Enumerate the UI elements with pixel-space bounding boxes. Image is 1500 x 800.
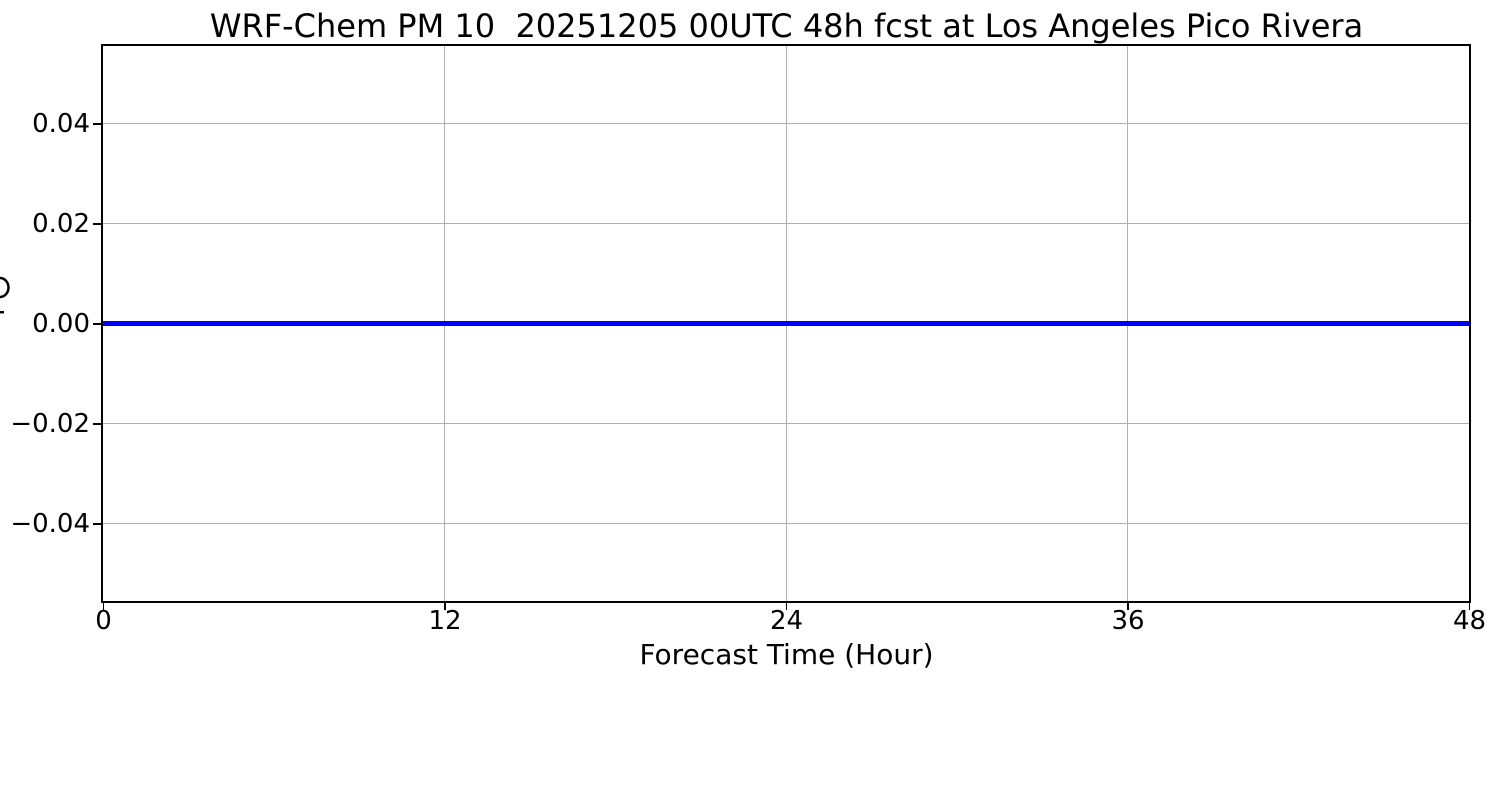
x-axis-label: Forecast Time (Hour) <box>639 638 934 671</box>
x-tick-mark <box>444 602 446 610</box>
series-line-PM10-forecast <box>103 321 1469 326</box>
y-gridline <box>103 123 1469 124</box>
chart-title: WRF-Chem PM 10 20251205 00UTC 48h fcst a… <box>209 7 1364 45</box>
x-tick-label: 36 <box>1111 606 1145 636</box>
y-axis-label-fragment <box>0 276 10 314</box>
y-tick-mark <box>93 523 102 525</box>
x-tick-label: 12 <box>428 606 462 636</box>
y-tick-mark <box>93 223 102 225</box>
x-tick-label: 48 <box>1452 606 1487 636</box>
y-tick-label: 0.00 <box>32 309 90 339</box>
y-gridline <box>103 223 1469 224</box>
y-tick-label: −0.02 <box>10 409 90 439</box>
y-tick-label: 0.02 <box>32 209 90 239</box>
y-tick-mark <box>93 423 102 425</box>
x-tick-label: 0 <box>95 606 112 636</box>
y-tick-mark <box>93 323 102 325</box>
x-tick-mark <box>1468 602 1471 610</box>
x-tick-mark <box>785 602 788 610</box>
y-gridline <box>103 423 1469 424</box>
plot-area <box>101 44 1471 603</box>
x-tick-label: 24 <box>769 606 804 636</box>
x-tick-mark <box>1127 602 1129 610</box>
x-tick-mark <box>102 602 105 610</box>
y-tick-mark <box>93 123 102 125</box>
y-tick-label: 0.04 <box>32 109 90 139</box>
y-tick-label: −0.04 <box>10 509 90 539</box>
y-gridline <box>103 523 1469 524</box>
